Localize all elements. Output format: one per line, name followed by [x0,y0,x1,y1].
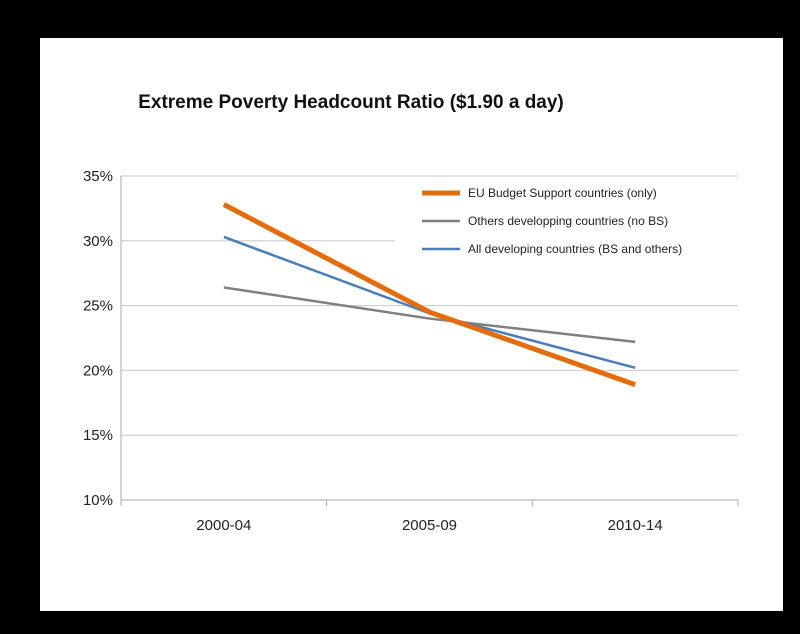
x-tick-label: 2000-04 [196,517,251,534]
legend-label: EU Budget Support countries (only) [468,186,657,200]
legend-label: All developing countries (BS and others) [468,242,682,256]
y-tick-label: 15% [83,427,113,444]
chart-title: Extreme Poverty Headcount Ratio ($1.90 a… [138,92,564,113]
legend: EU Budget Support countries (only) Others… [395,180,740,272]
axes [120,176,739,506]
y-axis-tick-labels: 10% 15% 20% 25% 30% 35% [83,168,113,509]
y-tick-label: 25% [83,298,113,315]
series-lines [222,202,636,388]
x-axis-tick-labels: 2000-04 2005-09 2010-14 [196,517,662,534]
series-line [223,286,636,344]
y-tick-label: 35% [83,168,113,185]
y-tick-label: 20% [83,362,113,379]
line-chart: Extreme Poverty Headcount Ratio ($1.90 a… [83,92,740,534]
x-tick-label: 2010-14 [608,517,663,534]
y-tick-label: 30% [83,233,113,250]
y-tick-label: 10% [83,492,113,509]
x-tick-label: 2005-09 [402,517,457,534]
series-line [222,202,636,388]
chart-panel: Extreme Poverty Headcount Ratio ($1.90 a… [40,38,783,611]
legend-label: Others developping countries (no BS) [468,214,668,228]
